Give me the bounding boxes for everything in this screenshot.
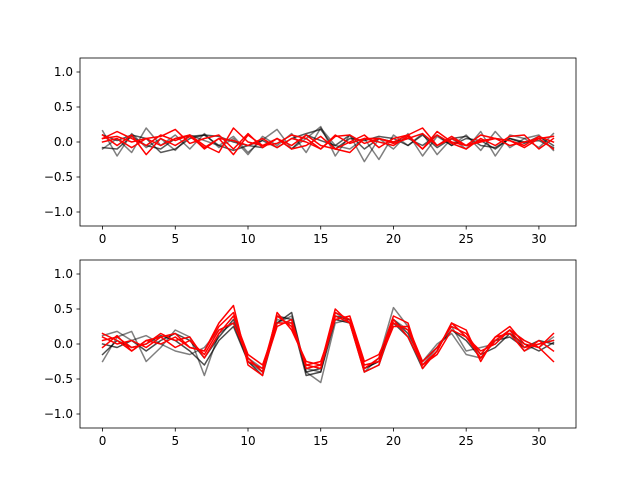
y-tick-label: 1.0 bbox=[54, 65, 73, 79]
x-tick-label: 10 bbox=[240, 232, 255, 246]
y-tick-label: −1.0 bbox=[44, 205, 73, 219]
x-tick-label: 20 bbox=[386, 434, 401, 448]
x-tick-label: 10 bbox=[240, 434, 255, 448]
x-tick-label: 25 bbox=[459, 232, 474, 246]
bottom-subplot: 0 5 10 15 20 25 30 −1.0 −0.5 0.0 0.5 1.0 bbox=[44, 259, 577, 448]
x-tick-label: 20 bbox=[386, 232, 401, 246]
x-tick-label: 0 bbox=[99, 434, 107, 448]
y-tick-label: 0.5 bbox=[54, 100, 73, 114]
x-tick-label: 5 bbox=[171, 434, 179, 448]
series-line-7 bbox=[101, 311, 555, 373]
series-line-6 bbox=[101, 128, 555, 150]
x-tick-label: 0 bbox=[99, 232, 107, 246]
y-tick-label: −0.5 bbox=[44, 372, 73, 386]
top-subplot: 0 5 10 15 20 25 30 −1.0 −0.5 0.0 0.5 1.0 bbox=[44, 57, 577, 246]
y-tick-label: 0.0 bbox=[54, 135, 73, 149]
x-tick-label: 5 bbox=[171, 232, 179, 246]
series-line-8 bbox=[101, 132, 555, 151]
x-tick-label: 15 bbox=[313, 232, 328, 246]
series-line-8 bbox=[101, 311, 555, 373]
y-tick-label: 1.0 bbox=[54, 267, 73, 281]
y-tick-label: 0.0 bbox=[54, 337, 73, 351]
x-tick-label: 25 bbox=[459, 434, 474, 448]
x-tick-label: 30 bbox=[531, 232, 546, 246]
y-tick-label: 0.5 bbox=[54, 302, 73, 316]
y-tick-label: −0.5 bbox=[44, 170, 73, 184]
x-tick-label: 30 bbox=[531, 434, 546, 448]
x-tick-label: 15 bbox=[313, 434, 328, 448]
y-tick-label: −1.0 bbox=[44, 407, 73, 421]
